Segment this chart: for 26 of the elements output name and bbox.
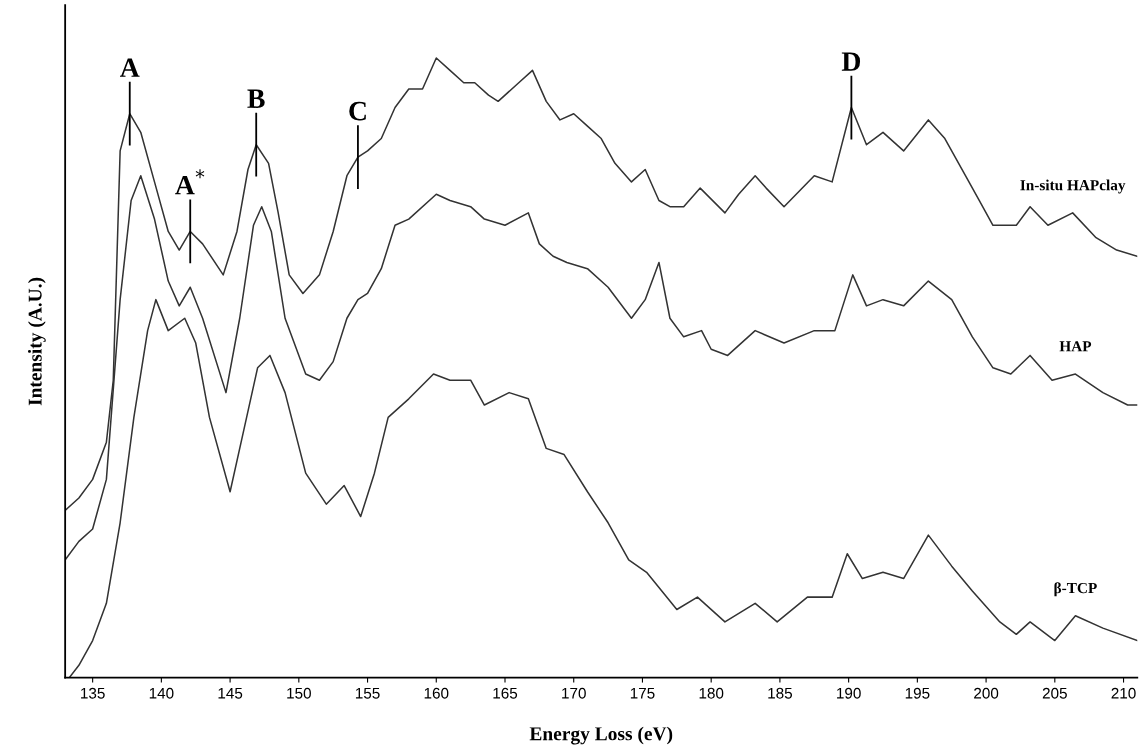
x-tick-label: 205	[1042, 687, 1067, 699]
x-tick-label: 145	[218, 687, 243, 699]
x-tick-label: 185	[768, 687, 793, 699]
x-tick-label: 190	[837, 687, 861, 699]
annotation: A	[120, 58, 140, 77]
x-tick-label: 175	[630, 687, 655, 699]
x-axis-title: Energy Loss (eV)	[529, 726, 673, 745]
annotation: B	[247, 89, 265, 108]
x-tick-label: 170	[562, 687, 586, 699]
x-tick-label: 165	[493, 687, 518, 699]
annotation: C	[349, 101, 366, 121]
x-tick-label: 210	[1111, 687, 1136, 699]
series-label: In-situ HAPclay	[1020, 179, 1126, 194]
series-label: β-TCP	[1054, 582, 1097, 597]
x-tick-label: 160	[424, 687, 449, 699]
annotation: A$^{*}$	[175, 169, 205, 195]
x-tick-label: 140	[149, 687, 174, 699]
x-tick-label: 155	[355, 687, 380, 699]
x-tick-label: 150	[287, 687, 311, 699]
x-tick-label: 135	[81, 687, 105, 699]
series-label: HAP	[1059, 341, 1092, 352]
annotation: D	[841, 52, 861, 71]
x-tick-label: 200	[974, 687, 999, 699]
y-axis-title: Intensity (A.U.)	[28, 277, 46, 406]
x-tick-label: 195	[905, 687, 930, 699]
x-tick-label: 180	[699, 687, 724, 699]
